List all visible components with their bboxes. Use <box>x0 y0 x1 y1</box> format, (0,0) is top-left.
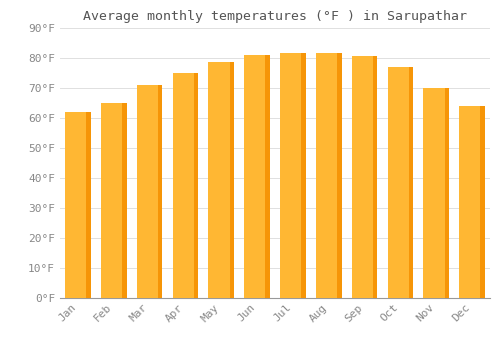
Bar <box>86 112 91 298</box>
Bar <box>373 56 378 298</box>
Bar <box>65 112 91 298</box>
Bar <box>122 103 126 298</box>
Bar <box>266 55 270 298</box>
Bar <box>316 54 342 298</box>
Bar <box>424 88 449 298</box>
Title: Average monthly temperatures (°F ) in Sarupathar: Average monthly temperatures (°F ) in Sa… <box>83 10 467 23</box>
Bar <box>208 62 234 298</box>
Bar <box>337 54 342 298</box>
Bar <box>280 54 306 298</box>
Bar <box>444 88 449 298</box>
Bar <box>158 85 162 298</box>
Bar <box>301 54 306 298</box>
Bar <box>244 55 270 298</box>
Bar <box>388 67 413 298</box>
Bar <box>101 103 126 298</box>
Bar <box>194 73 198 298</box>
Bar <box>352 56 378 298</box>
Bar <box>230 62 234 298</box>
Bar <box>136 85 162 298</box>
Bar <box>408 67 414 298</box>
Bar <box>459 106 485 298</box>
Bar <box>480 106 485 298</box>
Bar <box>172 73 199 298</box>
